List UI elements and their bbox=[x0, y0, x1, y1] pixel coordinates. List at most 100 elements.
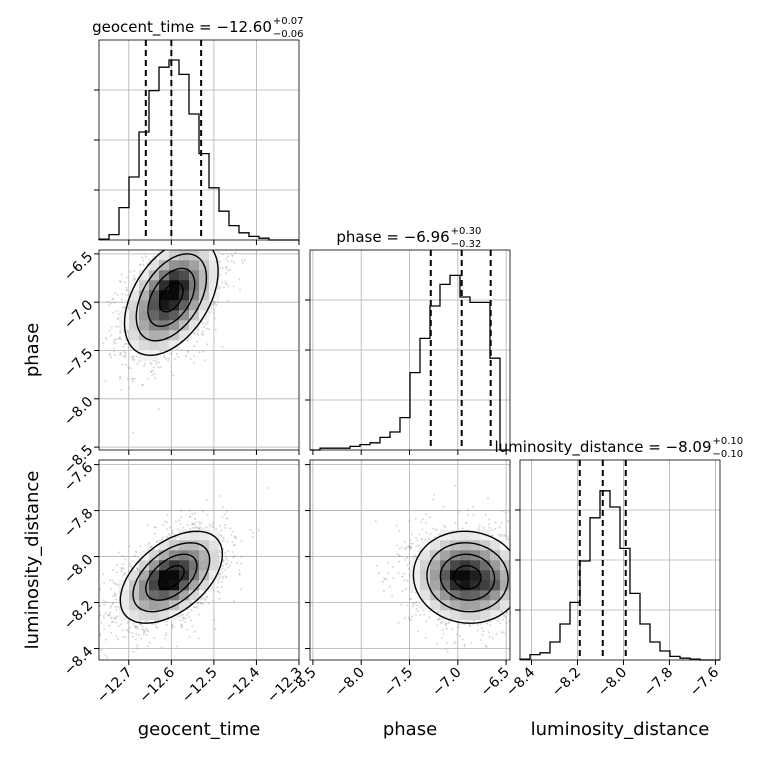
sample-point bbox=[100, 649, 103, 652]
contour-level-2 bbox=[145, 553, 198, 601]
sample-point bbox=[470, 642, 473, 645]
sample-point bbox=[436, 624, 439, 627]
sample-point bbox=[170, 247, 172, 249]
sample-point bbox=[123, 351, 126, 353]
sample-point bbox=[114, 338, 117, 341]
sample-point bbox=[219, 573, 221, 576]
sample-point bbox=[141, 383, 144, 386]
sample-point bbox=[115, 598, 118, 601]
sample-point bbox=[191, 526, 194, 529]
density-cell bbox=[129, 330, 140, 341]
sample-point bbox=[410, 546, 412, 549]
sample-point bbox=[125, 276, 128, 279]
sample-point bbox=[204, 248, 206, 250]
sample-point bbox=[128, 631, 131, 634]
sample-point bbox=[108, 329, 111, 332]
sample-point bbox=[125, 289, 128, 292]
sample-point bbox=[201, 330, 204, 333]
sample-point bbox=[152, 366, 155, 369]
sample-point bbox=[234, 536, 237, 539]
sample-point bbox=[218, 591, 221, 594]
sample-point bbox=[109, 352, 112, 355]
sample-point bbox=[137, 634, 140, 637]
sample-point bbox=[143, 630, 146, 632]
sample-point bbox=[159, 350, 162, 353]
density-cell bbox=[159, 580, 170, 591]
sample-point bbox=[206, 513, 209, 516]
sample-point bbox=[198, 613, 201, 616]
sample-point bbox=[189, 227, 191, 229]
density-cell bbox=[129, 610, 140, 621]
sample-point bbox=[167, 532, 170, 535]
sample-point bbox=[212, 589, 215, 592]
density-cell bbox=[159, 280, 170, 291]
sample-point bbox=[221, 586, 223, 588]
sample-point bbox=[188, 232, 190, 234]
sample-point bbox=[114, 325, 117, 328]
density-cell bbox=[179, 250, 190, 261]
sample-point bbox=[187, 243, 189, 245]
sample-point bbox=[196, 331, 199, 334]
sample-point bbox=[225, 563, 227, 566]
sample-point bbox=[223, 513, 226, 516]
sample-point bbox=[238, 569, 241, 572]
sample-point bbox=[212, 521, 215, 524]
sample-point bbox=[214, 627, 217, 630]
contour-level-1 bbox=[158, 282, 184, 313]
sample-point bbox=[132, 651, 135, 654]
sample-point bbox=[484, 644, 487, 647]
sample-point bbox=[103, 582, 106, 585]
sample-point bbox=[111, 602, 114, 604]
density-cell bbox=[179, 560, 190, 571]
sample-point bbox=[221, 225, 223, 227]
sample-point bbox=[116, 638, 119, 641]
sample-point bbox=[115, 310, 118, 313]
sample-point bbox=[122, 574, 125, 577]
sample-point bbox=[188, 509, 191, 512]
sample-point bbox=[528, 543, 530, 545]
density-cell bbox=[209, 570, 220, 581]
sample-point bbox=[195, 606, 198, 609]
sample-point bbox=[114, 616, 117, 619]
sample-point bbox=[240, 555, 243, 558]
sample-point bbox=[217, 581, 220, 584]
sample-point bbox=[139, 545, 142, 548]
sample-point bbox=[178, 247, 180, 249]
sample-point bbox=[131, 377, 134, 380]
sample-point bbox=[227, 517, 229, 520]
sample-point bbox=[224, 555, 227, 558]
sample-point bbox=[143, 631, 145, 634]
sample-point bbox=[512, 610, 514, 612]
sample-point bbox=[156, 540, 159, 543]
sample-point bbox=[110, 356, 113, 359]
sample-point bbox=[125, 342, 128, 345]
diag-panel-phase bbox=[305, 249, 511, 455]
sample-point bbox=[206, 596, 209, 599]
sample-point bbox=[99, 634, 102, 636]
density-cell bbox=[189, 270, 200, 281]
density-cell bbox=[159, 320, 170, 331]
sample-point bbox=[120, 570, 123, 573]
sample-point bbox=[219, 273, 222, 276]
sample-point bbox=[472, 514, 475, 516]
sample-point bbox=[142, 263, 145, 266]
sample-point bbox=[109, 587, 112, 590]
contour-level-4 bbox=[123, 250, 219, 357]
sample-point bbox=[138, 264, 141, 267]
sample-point bbox=[233, 261, 236, 264]
sample-point bbox=[232, 285, 235, 288]
sample-point bbox=[150, 370, 153, 373]
sample-point bbox=[121, 305, 124, 308]
sample-point bbox=[221, 266, 224, 269]
density-cell bbox=[169, 280, 180, 291]
density-cell bbox=[129, 320, 140, 331]
sample-point bbox=[186, 628, 189, 631]
sample-point bbox=[515, 604, 517, 606]
sample-point bbox=[221, 506, 224, 509]
density-cell bbox=[159, 260, 170, 271]
sample-point bbox=[161, 244, 163, 246]
sample-point bbox=[132, 560, 135, 563]
sample-point bbox=[124, 356, 127, 359]
pair-content bbox=[374, 484, 530, 654]
sample-point bbox=[156, 245, 158, 247]
